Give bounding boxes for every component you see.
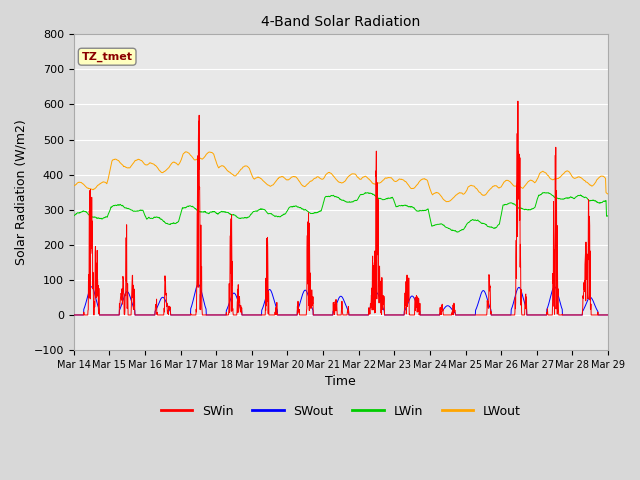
Y-axis label: Solar Radiation (W/m2): Solar Radiation (W/m2) — [15, 120, 28, 265]
Title: 4-Band Solar Radiation: 4-Band Solar Radiation — [261, 15, 420, 29]
Text: TZ_tmet: TZ_tmet — [82, 51, 132, 62]
X-axis label: Time: Time — [326, 375, 356, 388]
Legend: SWin, SWout, LWin, LWout: SWin, SWout, LWin, LWout — [156, 400, 526, 423]
